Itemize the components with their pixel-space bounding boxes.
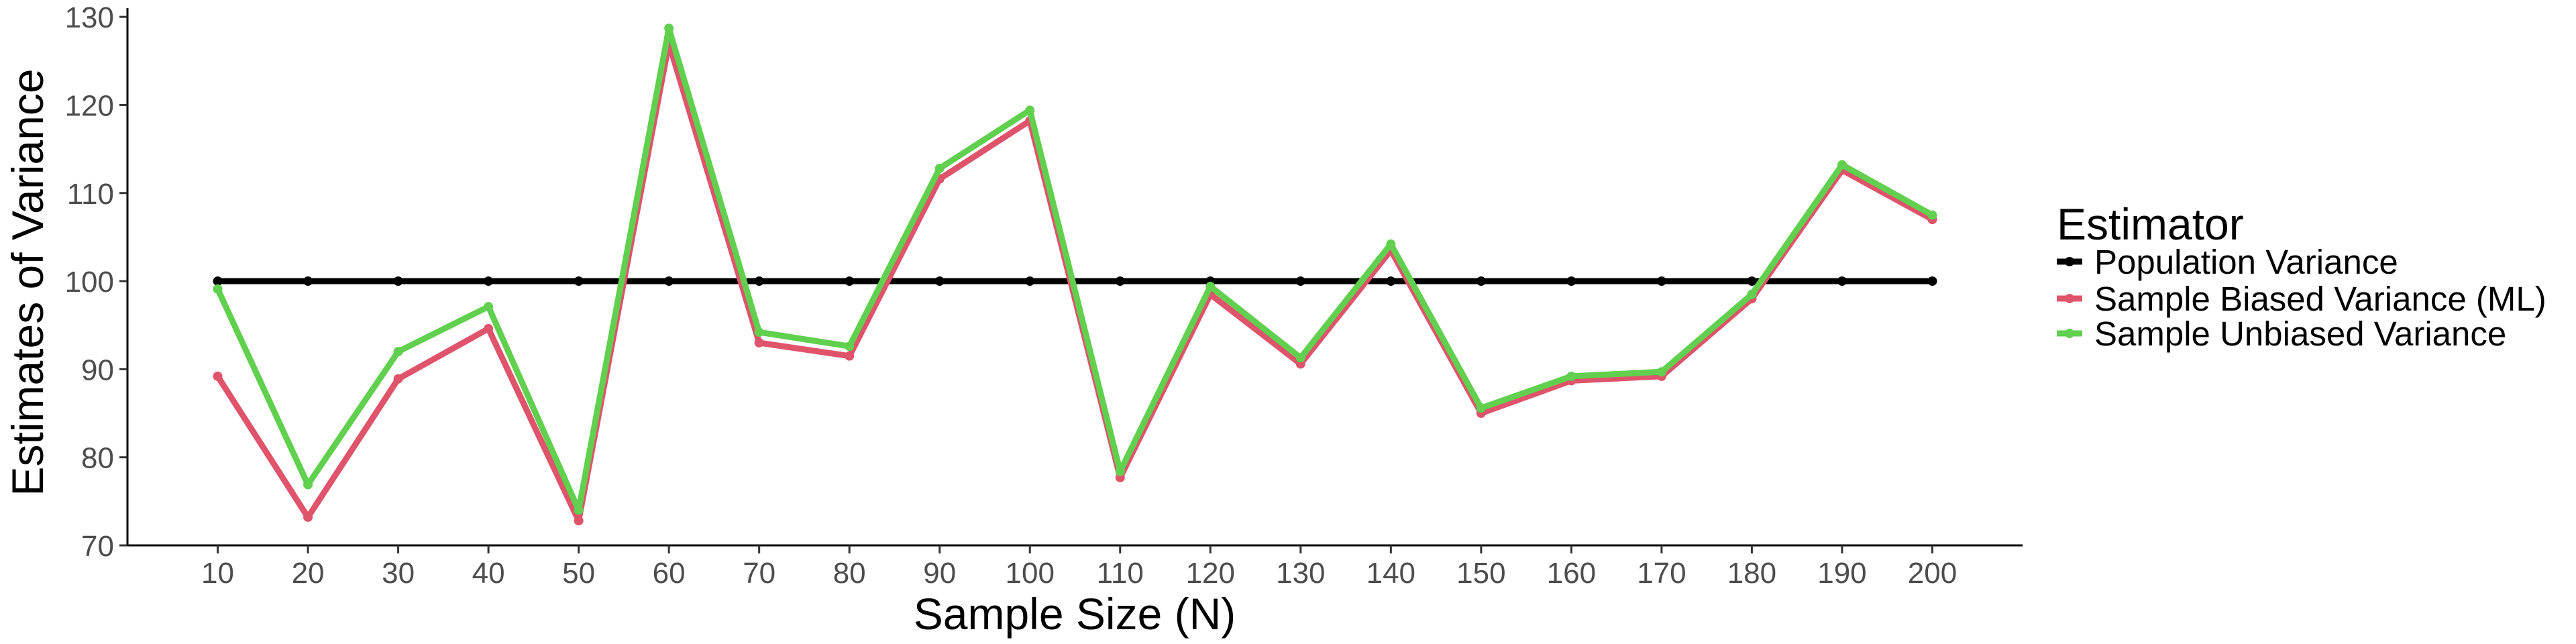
x-tick-label: 120	[1186, 557, 1235, 590]
data-point	[213, 284, 223, 294]
x-tick-label: 140	[1366, 557, 1415, 590]
data-point	[664, 276, 674, 286]
x-tick-label: 90	[923, 557, 956, 590]
data-point	[303, 276, 313, 286]
data-point	[303, 512, 313, 522]
x-tick-label: 130	[1276, 557, 1325, 590]
data-point	[574, 276, 584, 286]
legend-entry: Population Variance	[2057, 243, 2398, 281]
y-tick-label: 70	[81, 530, 114, 563]
legend-title: Estimator	[2057, 199, 2244, 249]
data-point	[484, 276, 494, 286]
data-point	[1025, 276, 1035, 286]
legend-key-point	[2065, 257, 2074, 266]
x-tick-label: 20	[292, 557, 325, 590]
x-tick-label: 150	[1456, 557, 1505, 590]
y-tick-label: 130	[65, 1, 114, 34]
data-point	[393, 347, 403, 357]
data-point	[1295, 353, 1305, 363]
legend-entry: Sample Biased Variance (ML)	[2057, 280, 2546, 318]
data-point	[1747, 289, 1757, 299]
legend-key-point	[2065, 329, 2074, 338]
data-point	[754, 327, 764, 337]
data-point	[484, 323, 494, 333]
data-point	[303, 480, 313, 490]
x-tick-label: 160	[1547, 557, 1596, 590]
x-tick-label: 110	[1097, 557, 1144, 590]
data-point	[1656, 276, 1666, 286]
x-tick-label: 30	[382, 557, 415, 590]
data-point	[1566, 276, 1576, 286]
data-point	[754, 276, 764, 286]
legend-label: Population Variance	[2094, 243, 2398, 281]
x-axis-title: Sample Size (N)	[914, 589, 1236, 639]
data-point	[1566, 371, 1576, 381]
data-point	[1837, 160, 1847, 170]
data-point	[1386, 276, 1396, 286]
x-tick-label: 40	[472, 557, 505, 590]
x-tick-label: 80	[833, 557, 866, 590]
data-point	[1115, 466, 1125, 476]
data-point	[1656, 367, 1666, 377]
data-point	[1205, 281, 1216, 291]
data-point	[574, 505, 584, 515]
data-point	[1025, 105, 1035, 115]
data-point	[1837, 276, 1847, 286]
y-tick-label: 90	[81, 354, 114, 386]
data-point	[845, 276, 855, 286]
data-point	[213, 276, 223, 286]
x-tick-label: 10	[201, 557, 234, 590]
x-tick-label: 170	[1637, 557, 1686, 590]
data-point	[1386, 239, 1396, 249]
y-tick-label: 120	[65, 89, 114, 122]
y-tick-label: 80	[81, 442, 114, 475]
legend-label: Sample Unbiased Variance	[2094, 315, 2506, 353]
y-axis-title: Estimates of Variance	[3, 68, 52, 496]
data-point	[754, 337, 764, 347]
data-point	[213, 371, 223, 381]
data-point	[845, 341, 855, 352]
data-point	[1927, 276, 1937, 286]
x-tick-label: 50	[562, 557, 595, 590]
data-point	[934, 163, 945, 173]
data-point	[1747, 276, 1757, 286]
x-tick-label: 200	[1908, 557, 1957, 590]
data-point	[1476, 276, 1486, 286]
series-2	[213, 23, 1937, 515]
series-line	[215, 25, 1935, 513]
legend-entry: Sample Unbiased Variance	[2057, 315, 2506, 353]
data-point	[1295, 276, 1305, 286]
legend-label: Sample Biased Variance (ML)	[2094, 280, 2546, 318]
x-tick-label: 100	[1006, 557, 1055, 590]
data-point	[393, 276, 403, 286]
data-point	[845, 351, 855, 361]
series-lines	[213, 23, 1937, 526]
x-tick-label: 180	[1727, 557, 1776, 590]
data-point	[934, 276, 945, 286]
data-point	[393, 374, 403, 384]
axes: 70 80 90 100 110 120 130 10 20 30 40 50 60 70 80 90 100 1…	[65, 1, 2023, 590]
y-tick-label: 100	[65, 266, 114, 299]
data-point	[1115, 276, 1125, 286]
y-tick-label: 110	[67, 178, 114, 211]
x-tick-label: 60	[653, 557, 686, 590]
x-tick-label: 190	[1817, 557, 1866, 590]
x-tick-label: 70	[743, 557, 775, 590]
data-point	[1927, 210, 1937, 220]
legend-key-point	[2065, 294, 2074, 303]
data-point	[574, 516, 584, 526]
data-point	[484, 302, 494, 312]
data-point	[1476, 403, 1486, 413]
data-point	[664, 23, 674, 34]
